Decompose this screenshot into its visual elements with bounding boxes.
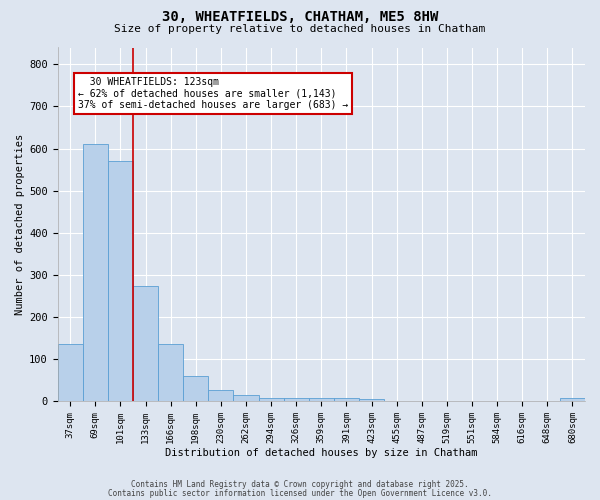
X-axis label: Distribution of detached houses by size in Chatham: Distribution of detached houses by size …: [165, 448, 478, 458]
Bar: [309, 398, 334, 402]
Text: Contains public sector information licensed under the Open Government Licence v3: Contains public sector information licen…: [108, 488, 492, 498]
Bar: [83, 144, 108, 402]
Bar: [183, 376, 208, 402]
Bar: [284, 398, 309, 402]
Bar: [58, 344, 83, 402]
Text: Size of property relative to detached houses in Chatham: Size of property relative to detached ho…: [115, 24, 485, 34]
Y-axis label: Number of detached properties: Number of detached properties: [15, 134, 25, 315]
Bar: [158, 344, 183, 402]
Text: Contains HM Land Registry data © Crown copyright and database right 2025.: Contains HM Land Registry data © Crown c…: [131, 480, 469, 489]
Bar: [560, 398, 585, 402]
Bar: [108, 161, 133, 402]
Text: 30 WHEATFIELDS: 123sqm
← 62% of detached houses are smaller (1,143)
37% of semi-: 30 WHEATFIELDS: 123sqm ← 62% of detached…: [78, 77, 348, 110]
Bar: [359, 400, 384, 402]
Text: 30, WHEATFIELDS, CHATHAM, ME5 8HW: 30, WHEATFIELDS, CHATHAM, ME5 8HW: [162, 10, 438, 24]
Bar: [233, 395, 259, 402]
Bar: [208, 390, 233, 402]
Bar: [259, 398, 284, 402]
Bar: [334, 398, 359, 402]
Bar: [133, 286, 158, 402]
